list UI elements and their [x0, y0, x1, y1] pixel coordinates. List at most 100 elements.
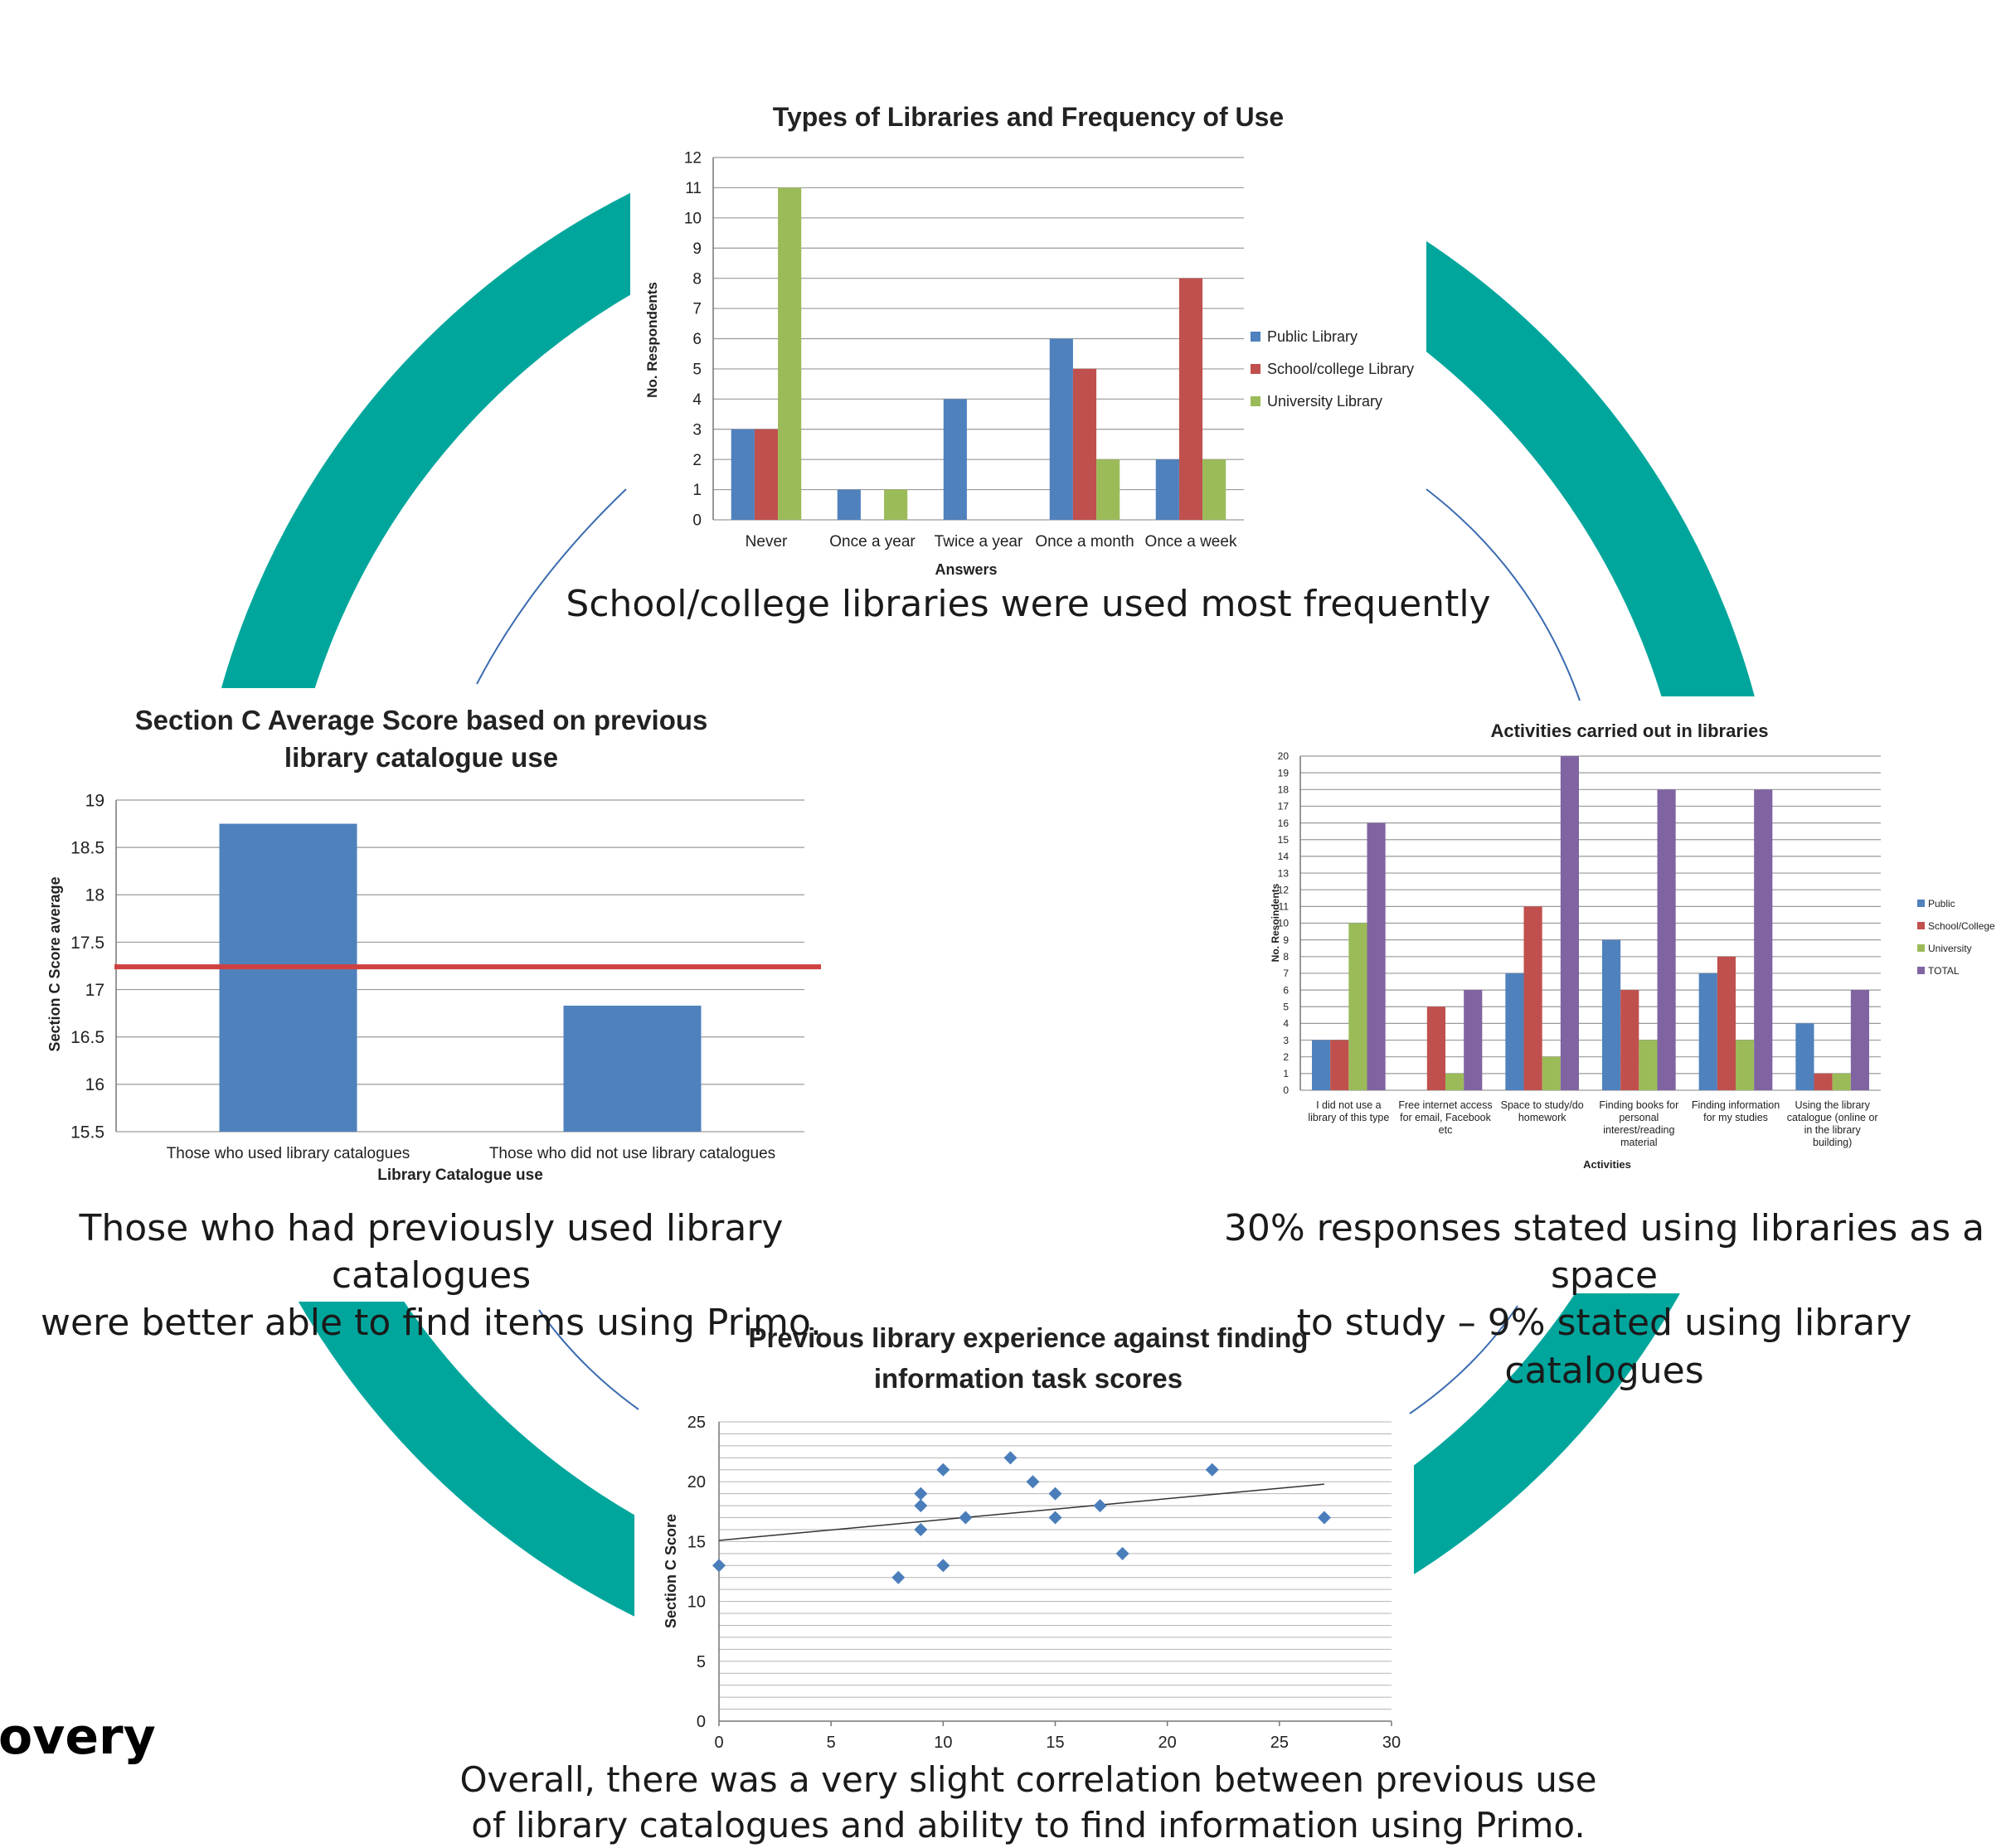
y-tick-label: 10	[684, 210, 702, 227]
y-axis-title: No. Respondents	[644, 282, 660, 398]
x-tick-label: library of this type	[1308, 1112, 1389, 1123]
bar	[1155, 459, 1179, 520]
x-tick-label: catalogue (online or	[1787, 1112, 1878, 1123]
bar	[1657, 789, 1676, 1090]
x-tick-label: 20	[1158, 1734, 1177, 1752]
scatter-point	[1026, 1475, 1040, 1489]
y-axis-title: No. Resoindents	[1270, 883, 1281, 962]
x-tick-label: Once a month	[1035, 533, 1134, 551]
bar	[1367, 822, 1386, 1090]
x-tick-label: Finding books for	[1599, 1099, 1678, 1111]
scatter-point	[936, 1462, 950, 1477]
x-tick-label: 0	[714, 1734, 723, 1752]
x-tick-label: personal	[1619, 1112, 1659, 1123]
top-panel-backdrop	[630, 79, 1426, 609]
y-axis-title: Section C Score average	[46, 876, 63, 1051]
x-tick-label: 30	[1382, 1734, 1401, 1752]
connector-bottom-right	[1409, 1305, 1518, 1414]
chart-title-line: Previous library experience against find…	[749, 1322, 1309, 1353]
y-tick-label: 13	[1278, 867, 1290, 879]
legend-swatch	[1917, 922, 1925, 929]
y-tick-label: 2	[692, 452, 702, 469]
bar	[1505, 973, 1524, 1090]
legend-swatch	[1917, 967, 1925, 974]
bottom-panel-backdrop	[634, 1293, 1414, 1774]
y-tick-label: 17	[1278, 801, 1290, 812]
bar	[1464, 990, 1483, 1090]
x-axis-title: Activities	[1583, 1158, 1631, 1171]
bar	[1698, 973, 1717, 1090]
scatter-point	[914, 1522, 928, 1536]
x-tick-label: material	[1620, 1137, 1657, 1148]
bar	[1560, 756, 1579, 1090]
x-tick-label: Those who did not use library catalogues	[489, 1145, 775, 1162]
y-tick-label: 4	[1283, 1018, 1289, 1030]
y-tick-label: 6	[692, 331, 702, 348]
y-tick-label: 8	[692, 270, 702, 288]
bar	[884, 489, 908, 520]
x-tick-label: Those who used library catalogues	[167, 1145, 410, 1162]
bar	[1754, 789, 1773, 1090]
legend-swatch	[1917, 900, 1925, 907]
trendline	[718, 1483, 1324, 1541]
legend-label: School/College	[1928, 920, 1995, 932]
bar	[1542, 1056, 1561, 1090]
y-tick-label: 1	[1283, 1068, 1289, 1079]
caption-top: School/college libraries were used most …	[498, 580, 1559, 628]
y-tick-label: 7	[1283, 968, 1289, 979]
y-tick-label: 20	[1278, 750, 1290, 762]
x-tick-label: Never	[746, 533, 788, 551]
y-tick-label: 19	[85, 791, 104, 810]
y-tick-label: 16	[1278, 817, 1290, 829]
caption-bottom: Overall, there was a very slight correla…	[431, 1758, 1625, 1848]
bar	[754, 429, 779, 520]
bar	[1814, 1073, 1833, 1090]
y-tick-label: 10	[687, 1593, 706, 1612]
y-tick-label: 9	[1283, 934, 1289, 946]
caption-bottom-line1: Overall, there was a very slight correla…	[459, 1759, 1597, 1800]
chart-title-line: Section C Average Score based on previou…	[135, 705, 708, 735]
connector-top-left	[476, 488, 627, 685]
scatter-point	[936, 1559, 950, 1573]
caption-right-line2: to study – 9% stated using library catal…	[1296, 1302, 1912, 1392]
y-tick-label: 1	[692, 482, 702, 499]
x-tick-label: Twice a year	[935, 533, 1023, 551]
y-tick-label: 7	[692, 301, 702, 318]
y-tick-label: 9	[692, 240, 702, 258]
x-tick-label: Free internet access	[1398, 1099, 1492, 1111]
bar	[1736, 1040, 1755, 1090]
y-tick-label: 3	[692, 421, 702, 439]
x-tick-label: interest/reading	[1603, 1124, 1674, 1136]
x-tick-label: Once a year	[829, 533, 916, 551]
y-tick-label: 19	[1278, 767, 1290, 778]
x-tick-label: Finding information	[1692, 1099, 1780, 1111]
y-tick-label: 18.5	[70, 838, 104, 857]
experience-scatter-chart: Previous library experience against find…	[663, 1322, 1401, 1752]
bar	[1096, 459, 1120, 520]
connector-bottom-left	[538, 1309, 639, 1410]
y-tick-label: 15	[687, 1533, 706, 1551]
bar	[1832, 1073, 1851, 1090]
scatter-point	[1048, 1487, 1062, 1501]
x-tick-label: in the library	[1804, 1124, 1862, 1136]
bar	[943, 399, 967, 520]
y-axis-title: Section C Score	[663, 1514, 679, 1628]
y-tick-label: 0	[1283, 1084, 1289, 1096]
y-tick-label: 11	[1279, 901, 1290, 913]
y-tick-label: 4	[692, 391, 702, 409]
chart-title-line: library catalogue use	[284, 742, 558, 773]
caption-top-text: School/college libraries were used most …	[566, 583, 1491, 625]
x-tick-label: 15	[1046, 1734, 1064, 1752]
bar	[1717, 956, 1736, 1090]
frequency-chart: Types of Libraries and Frequency of Use 0…	[644, 102, 1414, 578]
y-tick-label: 17.5	[70, 934, 104, 953]
y-tick-label: 0	[692, 512, 702, 530]
y-tick-label: 16.5	[70, 1028, 104, 1047]
bar	[1523, 906, 1542, 1090]
x-tick-label: homework	[1518, 1112, 1566, 1123]
x-tick-label: for my studies	[1703, 1112, 1768, 1123]
bar	[1795, 1023, 1814, 1090]
y-tick-label: 12	[684, 150, 702, 167]
x-tick-label: 25	[1270, 1734, 1289, 1752]
y-tick-label: 25	[687, 1414, 706, 1432]
